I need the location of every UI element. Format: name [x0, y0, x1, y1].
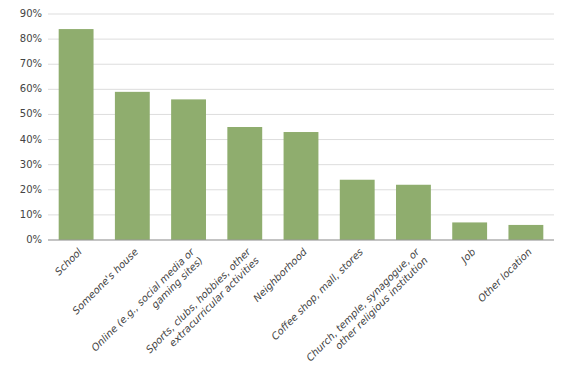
y-tick-label: 10%	[20, 209, 42, 220]
chart-container: 0% 10% 20% 30% 40% 50% 60% 70% 80% 90% SchoolSomeo…	[0, 0, 566, 392]
grid-line	[48, 89, 554, 90]
grid-line	[48, 14, 554, 15]
bar	[227, 127, 262, 240]
y-tick-label: 50%	[20, 108, 42, 119]
y-tick-label: 0%	[26, 234, 42, 245]
bar	[508, 225, 543, 240]
y-axis: 0% 10% 20% 30% 40% 50% 60% 70% 80% 90%	[20, 8, 42, 245]
bar	[452, 222, 487, 240]
bar	[171, 99, 206, 240]
x-axis-line	[48, 240, 554, 241]
grid-line	[48, 39, 554, 40]
x-tick-label: Neighborhood	[251, 246, 309, 304]
x-tick-label: Other location	[476, 246, 534, 304]
bar	[396, 185, 431, 240]
y-tick-label: 60%	[20, 83, 42, 94]
x-axis: SchoolSomeone's houseOnline (e.g., socia…	[53, 245, 534, 371]
y-tick-label: 90%	[20, 8, 42, 19]
y-tick-label: 40%	[20, 134, 42, 145]
x-tick-label: Sports, clubs, hobbies, otherextracurric…	[144, 245, 262, 363]
bar	[284, 132, 319, 240]
grid	[48, 14, 554, 240]
y-tick-label: 30%	[20, 159, 42, 170]
y-tick-label: 80%	[20, 33, 42, 44]
bar	[340, 180, 375, 240]
bar	[59, 29, 94, 240]
bar	[115, 92, 150, 240]
chart: 0% 10% 20% 30% 40% 50% 60% 70% 80% 90% SchoolSomeo…	[0, 0, 566, 392]
x-tick-label: Church, temple, synagogue, orother relig…	[304, 245, 430, 371]
x-tick-label: School	[53, 246, 84, 277]
y-tick-label: 20%	[20, 184, 42, 195]
bars	[59, 29, 544, 240]
x-tick-label: Job	[457, 246, 477, 266]
grid-line	[48, 240, 554, 241]
y-tick-label: 70%	[20, 58, 42, 69]
grid-line	[48, 64, 554, 65]
